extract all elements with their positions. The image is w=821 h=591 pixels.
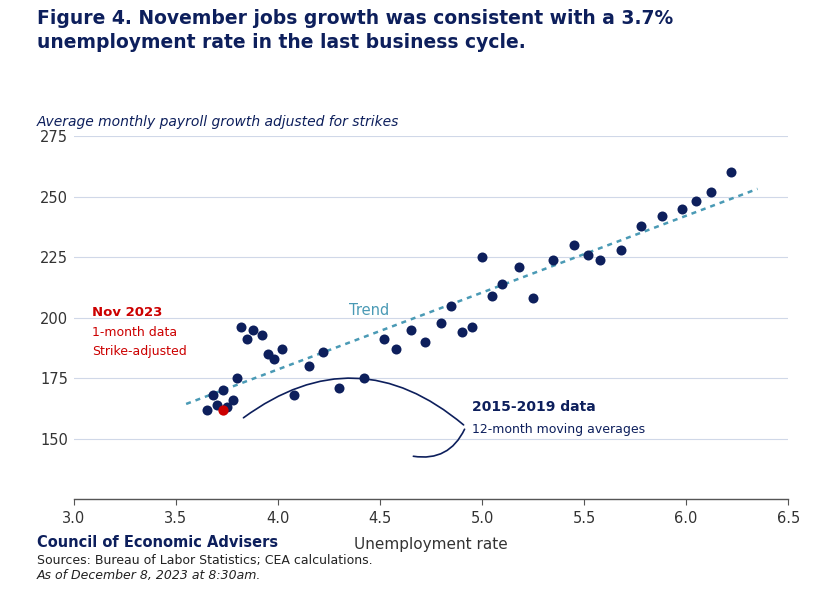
Text: Strike-adjusted: Strike-adjusted [92, 345, 187, 358]
Point [200, 405, 213, 414]
Point [455, 327, 468, 337]
Text: Council of Economic Advisers: Council of Economic Advisers [37, 535, 278, 550]
X-axis label: Unemployment rate: Unemployment rate [354, 537, 508, 551]
Point [216, 405, 229, 414]
Point [614, 245, 627, 255]
Point [276, 345, 289, 354]
Point [316, 347, 329, 356]
Point [220, 402, 233, 412]
Text: Figure 4. November jobs growth was consistent with a 3.7%
unemployment rate in t: Figure 4. November jobs growth was consi… [37, 9, 673, 52]
Point [676, 204, 689, 213]
Point [475, 252, 488, 262]
Point [547, 255, 560, 264]
Point [445, 301, 458, 310]
Point [210, 400, 223, 410]
Point [287, 391, 300, 400]
Text: 12-month moving averages: 12-month moving averages [472, 423, 645, 436]
Point [567, 240, 580, 249]
Point [206, 391, 219, 400]
Point [581, 250, 594, 259]
Text: Sources: Bureau of Labor Statistics; CEA calculations.: Sources: Bureau of Labor Statistics; CEA… [37, 554, 373, 567]
Point [704, 187, 718, 196]
Text: Trend: Trend [350, 303, 390, 318]
Point [655, 211, 668, 220]
Point [261, 349, 274, 359]
Point [227, 395, 240, 405]
Point [404, 325, 417, 335]
Point [594, 255, 607, 264]
Point [241, 335, 254, 344]
Point [496, 279, 509, 288]
Point [378, 335, 391, 344]
Point [247, 325, 260, 335]
Text: 2015-2019 data: 2015-2019 data [472, 400, 595, 414]
Point [690, 197, 703, 206]
Text: Nov 2023: Nov 2023 [92, 306, 163, 319]
Text: As of December 8, 2023 at 8:30am.: As of December 8, 2023 at 8:30am. [37, 569, 261, 582]
Point [302, 362, 315, 371]
Point [486, 291, 499, 301]
Point [231, 374, 244, 383]
Point [526, 294, 539, 303]
FancyArrowPatch shape [244, 378, 464, 425]
Point [434, 318, 447, 327]
Point [512, 262, 525, 271]
Point [635, 221, 648, 230]
Point [268, 354, 281, 363]
Text: Average monthly payroll growth adjusted for strikes: Average monthly payroll growth adjusted … [37, 115, 399, 129]
Text: 1-month data: 1-month data [92, 326, 177, 339]
Point [724, 168, 737, 177]
Point [216, 386, 229, 395]
FancyArrowPatch shape [413, 429, 465, 457]
Point [255, 330, 268, 339]
Point [390, 345, 403, 354]
Point [466, 323, 479, 332]
Point [235, 323, 248, 332]
Point [419, 337, 432, 346]
Point [357, 374, 370, 383]
Point [333, 383, 346, 392]
